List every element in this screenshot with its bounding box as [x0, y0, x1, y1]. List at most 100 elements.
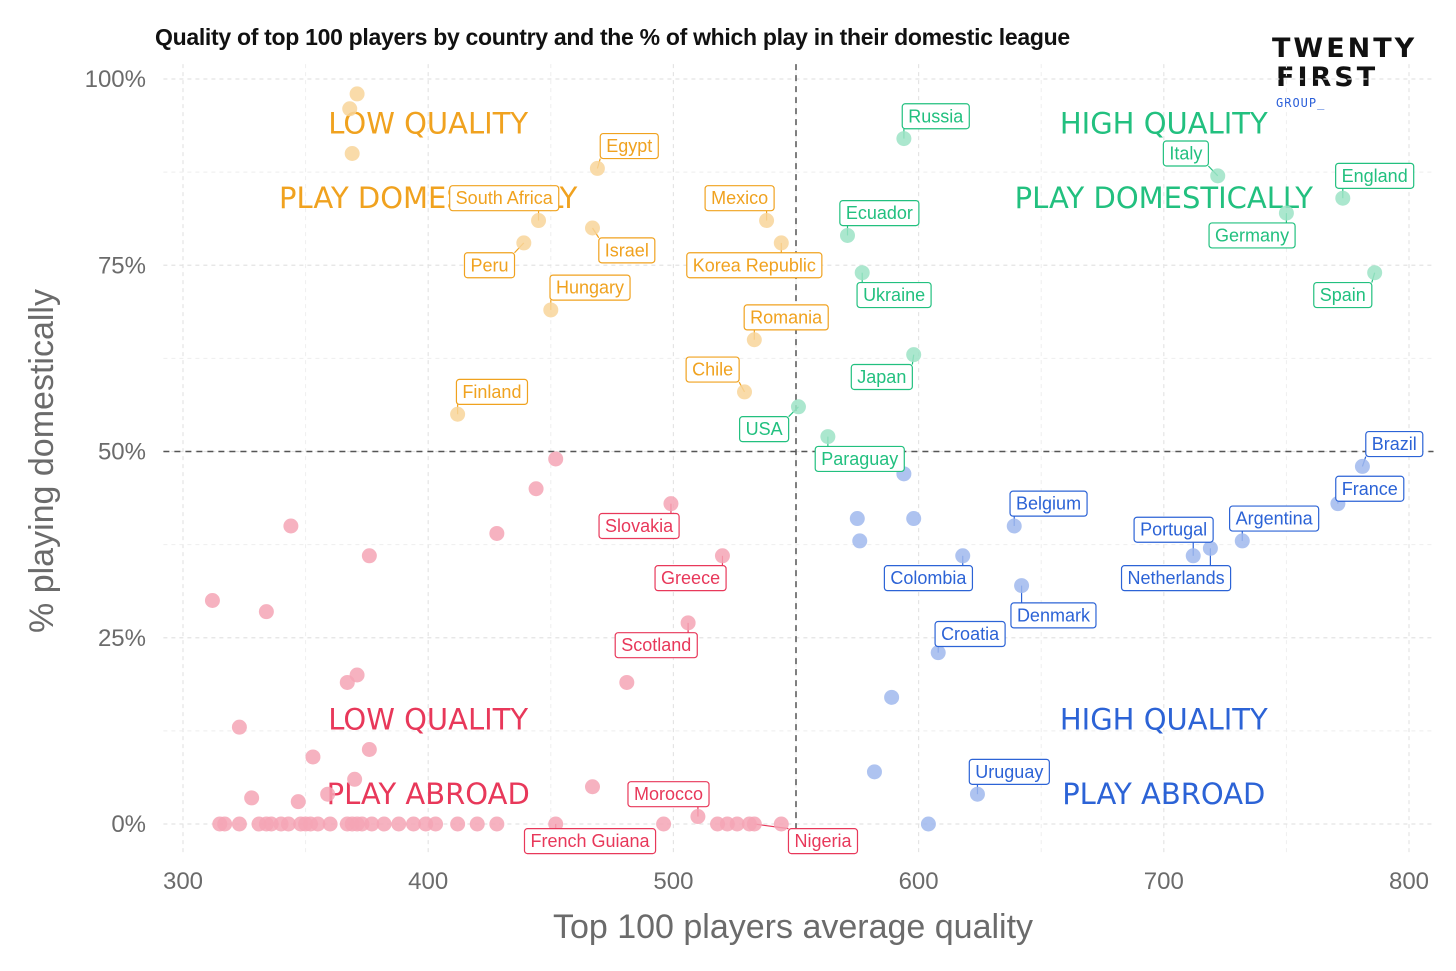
point-label: Netherlands — [1120, 565, 1232, 592]
x-tick-label: 500 — [653, 868, 693, 895]
point-label-box — [549, 274, 631, 301]
point-label-box — [850, 363, 913, 391]
y-tick-label: 0% — [111, 811, 146, 838]
axis-ticks: 300 400 500 600 700 800 0% 25% 50% 75% 100% — [85, 66, 1429, 895]
point-label: Ukraine — [856, 281, 932, 309]
data-point — [955, 548, 971, 564]
quadrant-label-high-domestic-line1: HIGH QUALITY — [1060, 107, 1268, 141]
data-point — [428, 816, 444, 832]
data-point — [489, 816, 505, 832]
data-point — [1367, 265, 1383, 281]
point-label-text: Peru — [470, 255, 508, 275]
y-tick-label: 75% — [98, 252, 146, 279]
data-point — [1006, 518, 1022, 534]
data-point — [619, 674, 635, 690]
data-point — [663, 496, 679, 512]
data-point — [790, 399, 806, 415]
data-point — [584, 779, 600, 795]
point-label-box — [455, 378, 529, 405]
point-label-box — [1365, 430, 1424, 458]
point-label: Hungary — [549, 274, 631, 301]
point-label-box — [704, 185, 775, 212]
x-tick-label: 600 — [899, 868, 939, 895]
data-point — [543, 302, 559, 318]
data-point — [339, 674, 355, 690]
point-label-box — [1208, 222, 1296, 249]
point-label-text: Romania — [750, 307, 823, 327]
point-label-text: French Guiana — [530, 831, 650, 851]
point-label-box — [839, 200, 920, 227]
point-label: Israel — [598, 237, 656, 264]
point-label-box — [856, 281, 932, 309]
point-label: Morocco — [627, 781, 710, 808]
point-label: Slovakia — [598, 512, 680, 540]
point-label-box — [1335, 475, 1405, 502]
point-label-text: Paraguay — [821, 449, 898, 469]
point-label: France — [1335, 475, 1405, 502]
point-labels: Egypt South Africa Israel Mexico Peru Korea R… — [449, 103, 1424, 855]
point-label-text: Russia — [908, 106, 964, 126]
data-point — [746, 816, 762, 832]
point-label-text: Slovakia — [605, 516, 674, 536]
point-label: Peru — [463, 252, 516, 279]
data-point — [906, 347, 922, 363]
point-label-text: Chile — [692, 360, 733, 380]
data-point — [258, 604, 274, 620]
quadrant-label-high-abroad-line1: HIGH QUALITY — [1060, 703, 1268, 737]
data-point — [820, 429, 836, 445]
point-label-box — [1335, 162, 1415, 189]
point-label-box — [1120, 565, 1232, 592]
reference-lines — [163, 64, 1434, 854]
data-point — [283, 518, 299, 534]
point-label-box — [1229, 505, 1320, 532]
data-point — [322, 816, 338, 832]
data-point — [548, 816, 564, 832]
data-point — [746, 332, 762, 348]
point-label-text: South Africa — [456, 188, 554, 208]
y-tick-label: 50% — [98, 439, 146, 466]
point-label: Nigeria — [787, 828, 859, 855]
point-label-box — [1313, 281, 1373, 309]
data-point — [773, 816, 789, 832]
data-point — [204, 593, 220, 608]
quadrant-labels: LOW QUALITY PLAY DOMESTICALLY HIGH QUALITY… — [279, 107, 1313, 812]
point-label: Brazil — [1365, 430, 1424, 458]
quadrant-label-low-domestic-line1: LOW QUALITY — [328, 107, 528, 141]
point-label: Argentina — [1229, 505, 1320, 532]
data-points — [204, 86, 1383, 832]
x-tick-label: 700 — [1144, 868, 1184, 895]
data-point — [344, 146, 360, 161]
y-tick-label: 100% — [85, 66, 146, 93]
point-label-box — [1133, 516, 1214, 543]
point-label-box — [901, 103, 970, 130]
point-label: USA — [739, 416, 790, 443]
point-label: Russia — [901, 103, 970, 130]
x-tick-label: 300 — [163, 868, 203, 895]
point-label: Spain — [1313, 281, 1373, 309]
data-point — [361, 548, 377, 564]
data-point — [280, 816, 296, 832]
point-label: Chile — [685, 356, 740, 383]
point-label-box — [1162, 140, 1209, 167]
data-point — [516, 235, 532, 251]
data-point — [361, 742, 377, 757]
brand-logo-line3: GROUP_ — [1276, 96, 1325, 110]
data-point — [310, 816, 326, 832]
data-point — [884, 689, 900, 705]
x-axis-title: Top 100 players average quality — [553, 908, 1033, 946]
data-point — [305, 749, 321, 765]
point-label: Korea Republic — [686, 252, 823, 279]
data-point — [1210, 168, 1226, 184]
data-point — [528, 481, 544, 497]
data-point — [489, 525, 505, 541]
point-label-text: Brazil — [1372, 434, 1417, 454]
data-point — [1202, 540, 1218, 556]
point-label-text: Portugal — [1140, 520, 1207, 540]
data-point — [852, 533, 868, 549]
point-label-text: Morocco — [634, 784, 703, 804]
data-point — [690, 809, 706, 825]
point-label: Croatia — [934, 620, 1006, 648]
data-point — [1278, 205, 1294, 221]
point-label-box — [1009, 490, 1088, 517]
data-point — [342, 101, 358, 117]
